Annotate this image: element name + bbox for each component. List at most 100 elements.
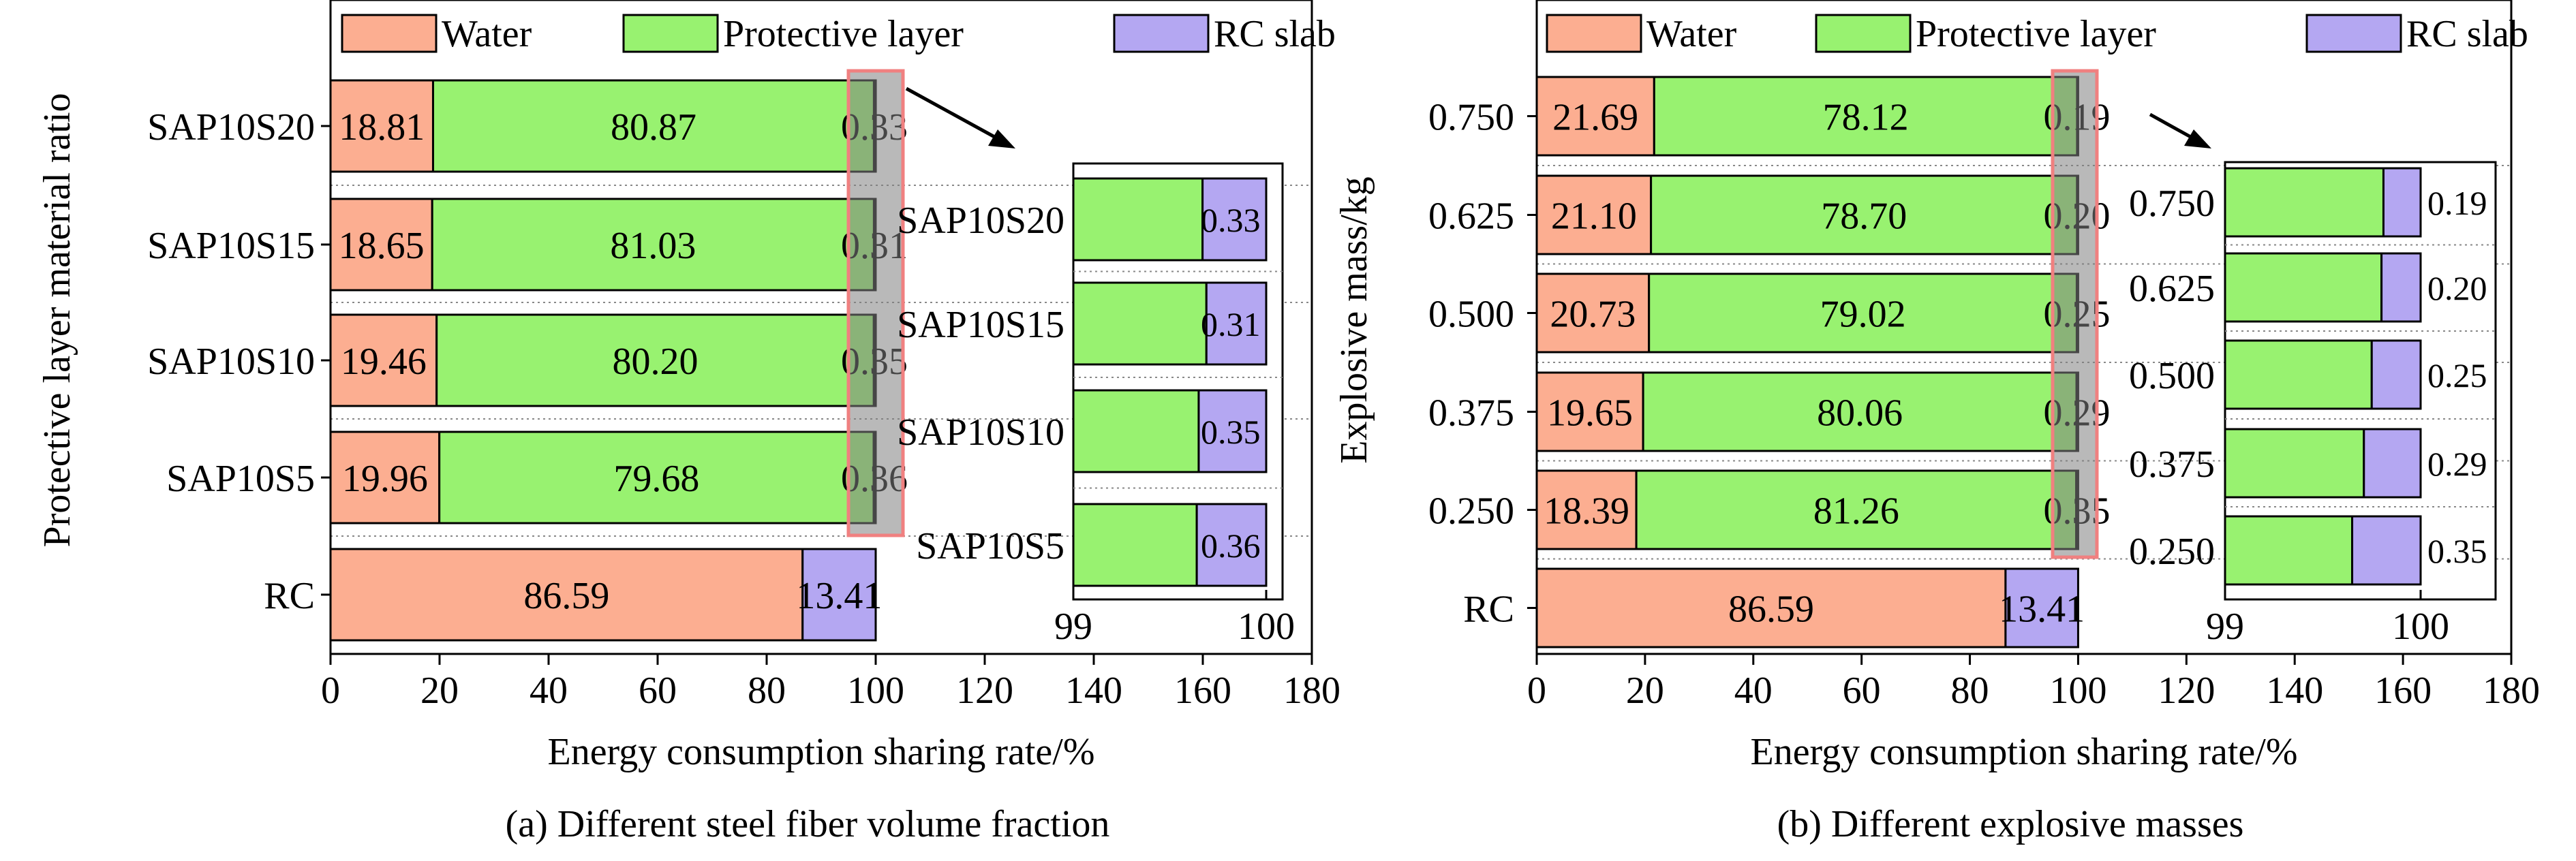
inset-y-tick-label: SAP10S10 — [897, 411, 1064, 454]
inset-y-tick-label: 0.625 — [2129, 268, 2215, 310]
bar-protective-layer — [438, 430, 875, 525]
x-tick-label: 60 — [639, 670, 677, 712]
inset-chart: 0.33 SAP10S20 0.31 SAP10S15 0.35 SAP10S10 0.36… — [897, 162, 1295, 648]
x-tick-label: 160 — [2374, 670, 2432, 712]
inset-bar-protective-layer — [1072, 281, 1208, 366]
inset-bar-rc-slab — [1201, 177, 1268, 262]
data-label: 86.59 — [1728, 589, 1814, 631]
x-tick-label: 180 — [1283, 670, 1340, 712]
zoom-arrow-head — [2184, 129, 2211, 148]
zoom-highlight — [846, 69, 905, 537]
inset-data-label: 0.19 — [2427, 184, 2487, 222]
inset-y-tick-label: 0.250 — [2129, 531, 2215, 573]
y-tick-label: 0.750 — [1428, 97, 1514, 139]
inset-x-tick-label: 99 — [1054, 606, 1092, 648]
legend-water-swatch — [341, 14, 438, 53]
panel-caption: (b) Different explosive masses — [1777, 803, 2244, 845]
plot-frame — [1535, 0, 2513, 655]
inset-bar-protective-layer — [1072, 389, 1200, 473]
x-tick-label: 180 — [2483, 670, 2540, 712]
data-label: 18.65 — [339, 225, 425, 267]
inset-bar-protective-layer — [1072, 503, 1198, 587]
data-label: 13.41 — [1999, 589, 2085, 631]
data-label: 81.26 — [1813, 490, 1899, 533]
x-tick-label: 100 — [847, 670, 904, 712]
inset-bar-protective-layer — [1072, 177, 1204, 262]
zoom-arrow — [905, 87, 1006, 144]
x-tick-label: 120 — [2158, 670, 2215, 712]
inset-y-tick-label: SAP10S15 — [897, 304, 1064, 346]
inset-bar-protective-layer — [2224, 252, 2383, 323]
inset-y-tick-label: SAP10S5 — [916, 525, 1064, 567]
data-label: 19.96 — [342, 458, 428, 500]
data-label: 20.73 — [1550, 294, 1636, 336]
bar-protective-layer — [1635, 469, 2078, 550]
legend-water-swatch — [1546, 14, 1642, 53]
data-label: 80.20 — [612, 341, 698, 383]
inset-data-label: 0.33 — [1201, 201, 1261, 239]
chart-panel-a: 18.81 80.87 0.33 SAP10S20 18.65 81.03 0.31 SAP1… — [36, 0, 1340, 845]
inset-data-label: 0.35 — [2427, 532, 2487, 570]
x-tick-label: 40 — [530, 670, 568, 712]
inset-y-tick-label: 0.375 — [2129, 443, 2215, 486]
x-tick-label: 40 — [1734, 670, 1773, 712]
data-label: 18.81 — [339, 106, 425, 148]
bar-protective-layer — [435, 313, 875, 407]
legend-water-label: Water — [442, 13, 532, 55]
y-tick-label: RC — [264, 575, 315, 617]
inset-bar-protective-layer — [2224, 428, 2365, 499]
x-tick-label: 20 — [420, 670, 459, 712]
inset-bar-rc-slab — [2363, 428, 2422, 499]
data-label: 86.59 — [523, 575, 609, 617]
zoom-arrow-head — [988, 129, 1015, 148]
data-label: 79.68 — [613, 458, 699, 500]
bar-protective-layer — [431, 79, 875, 173]
legend-rc-slab-label: RC slab — [1214, 13, 1336, 55]
data-label: 80.06 — [1817, 392, 1903, 435]
x-tick-label: 20 — [1626, 670, 1664, 712]
legend-rc-slab-swatch — [1113, 14, 1210, 53]
data-label: 19.46 — [341, 341, 427, 383]
bar-water — [329, 313, 438, 407]
inset-x-tick-label: 100 — [1238, 606, 1295, 648]
x-tick-label: 0 — [321, 670, 340, 712]
inset-bar-rc-slab — [2382, 167, 2422, 238]
chart-panel-b: 21.69 78.12 0.19 0.750 21.10 78.70 0.20 0.625 20… — [1333, 0, 2540, 845]
y-tick-label: SAP10S5 — [166, 458, 315, 500]
y-tick-label: 0.625 — [1428, 195, 1514, 238]
inset-data-label: 0.31 — [1201, 305, 1261, 343]
bar-water — [329, 79, 434, 173]
bar-protective-layer — [1648, 272, 2078, 354]
data-label: 78.70 — [1821, 195, 1907, 238]
inset-bar-rc-slab — [2351, 515, 2422, 586]
y-tick-label: RC — [1463, 589, 1514, 631]
y-axis-title: Explosive mass/kg — [1333, 176, 1375, 464]
bar-protective-layer — [1650, 174, 2079, 255]
inset-data-label: 0.35 — [1201, 413, 1261, 451]
y-tick-label: 0.500 — [1428, 294, 1514, 336]
inset-y-tick-label: 0.750 — [2129, 183, 2215, 225]
data-label: 19.65 — [1547, 392, 1633, 435]
bar-water — [1535, 567, 2007, 648]
inset-x-tick-label: 100 — [2392, 606, 2449, 648]
inset-data-label: 0.36 — [1201, 527, 1261, 565]
data-label: 13.41 — [796, 575, 882, 617]
y-tick-label: SAP10S10 — [147, 341, 315, 383]
data-label: 21.69 — [1552, 97, 1638, 139]
data-label: 80.87 — [611, 106, 696, 148]
inset-y-tick-label: SAP10S20 — [897, 200, 1064, 242]
legend-protective-layer-label: Protective layer — [1916, 13, 2156, 55]
legend-protective-layer-swatch — [1815, 14, 1912, 53]
legend-protective-layer-label: Protective layer — [723, 13, 964, 55]
inset-bar-protective-layer — [2224, 515, 2354, 586]
data-label: 78.12 — [1823, 97, 1909, 139]
x-tick-label: 140 — [2266, 670, 2323, 712]
zoom-highlight — [2051, 69, 2099, 559]
inset-bar-protective-layer — [2224, 167, 2385, 238]
inset-bar-protective-layer — [2224, 339, 2373, 410]
x-axis-title: Energy consumption sharing rate/% — [547, 731, 1094, 773]
inset-data-label: 0.25 — [2427, 356, 2487, 394]
x-tick-label: 140 — [1065, 670, 1122, 712]
